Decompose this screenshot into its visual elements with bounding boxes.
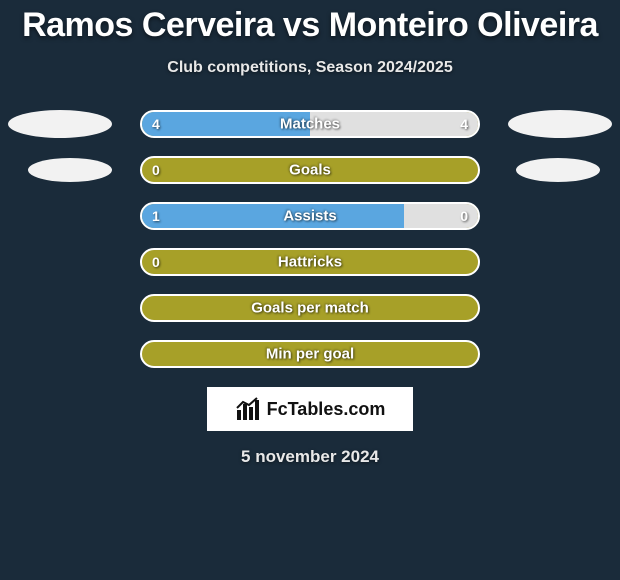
stat-value-a: 0 — [152, 162, 160, 178]
stat-value-b: 4 — [460, 116, 468, 132]
source-logo: FcTables.com — [207, 387, 413, 431]
stat-label: Goals per match — [251, 300, 369, 317]
stat-value-a: 4 — [152, 116, 160, 132]
player-a-ellipse-bottom — [28, 158, 112, 182]
stat-value-a: 1 — [152, 208, 160, 224]
page-title: Ramos Cerveira vs Monteiro Oliveira — [0, 6, 620, 45]
stat-bar: Hattricks 0 — [140, 248, 480, 276]
stat-row: Matches 4 4 — [0, 101, 620, 147]
stat-label: Assists — [283, 208, 336, 225]
stat-bar-fill-a — [142, 204, 404, 228]
player-a-ellipse-top — [8, 110, 112, 138]
date-text: 5 november 2024 — [0, 447, 620, 467]
stat-label: Hattricks — [278, 254, 342, 271]
player-b-ellipse-bottom — [516, 158, 600, 182]
stat-value-b: 0 — [460, 208, 468, 224]
stat-row: Goals per match — [0, 285, 620, 331]
stat-row: Assists 1 0 — [0, 193, 620, 239]
stat-bar: Matches 4 4 — [140, 110, 480, 138]
stat-bar: Goals 0 — [140, 156, 480, 184]
player-b-ellipse-top — [508, 110, 612, 138]
logo-text: FcTables.com — [267, 399, 386, 420]
stat-label: Min per goal — [266, 346, 354, 363]
stat-bar: Min per goal — [140, 340, 480, 368]
stat-label: Matches — [280, 116, 340, 133]
stat-bar: Assists 1 0 — [140, 202, 480, 230]
stat-row: Hattricks 0 — [0, 239, 620, 285]
stat-value-a: 0 — [152, 254, 160, 270]
stats-rows: Matches44Goals0Assists10Hattricks0Goals … — [0, 101, 620, 377]
subtitle-text: Club competitions, Season 2024/2025 — [0, 59, 620, 77]
stat-label: Goals — [289, 162, 331, 179]
chart-icon — [235, 396, 261, 422]
stat-row: Min per goal — [0, 331, 620, 377]
comparison-card: Ramos Cerveira vs Monteiro Oliveira Club… — [0, 0, 620, 467]
stat-bar: Goals per match — [140, 294, 480, 322]
stat-row: Goals 0 — [0, 147, 620, 193]
